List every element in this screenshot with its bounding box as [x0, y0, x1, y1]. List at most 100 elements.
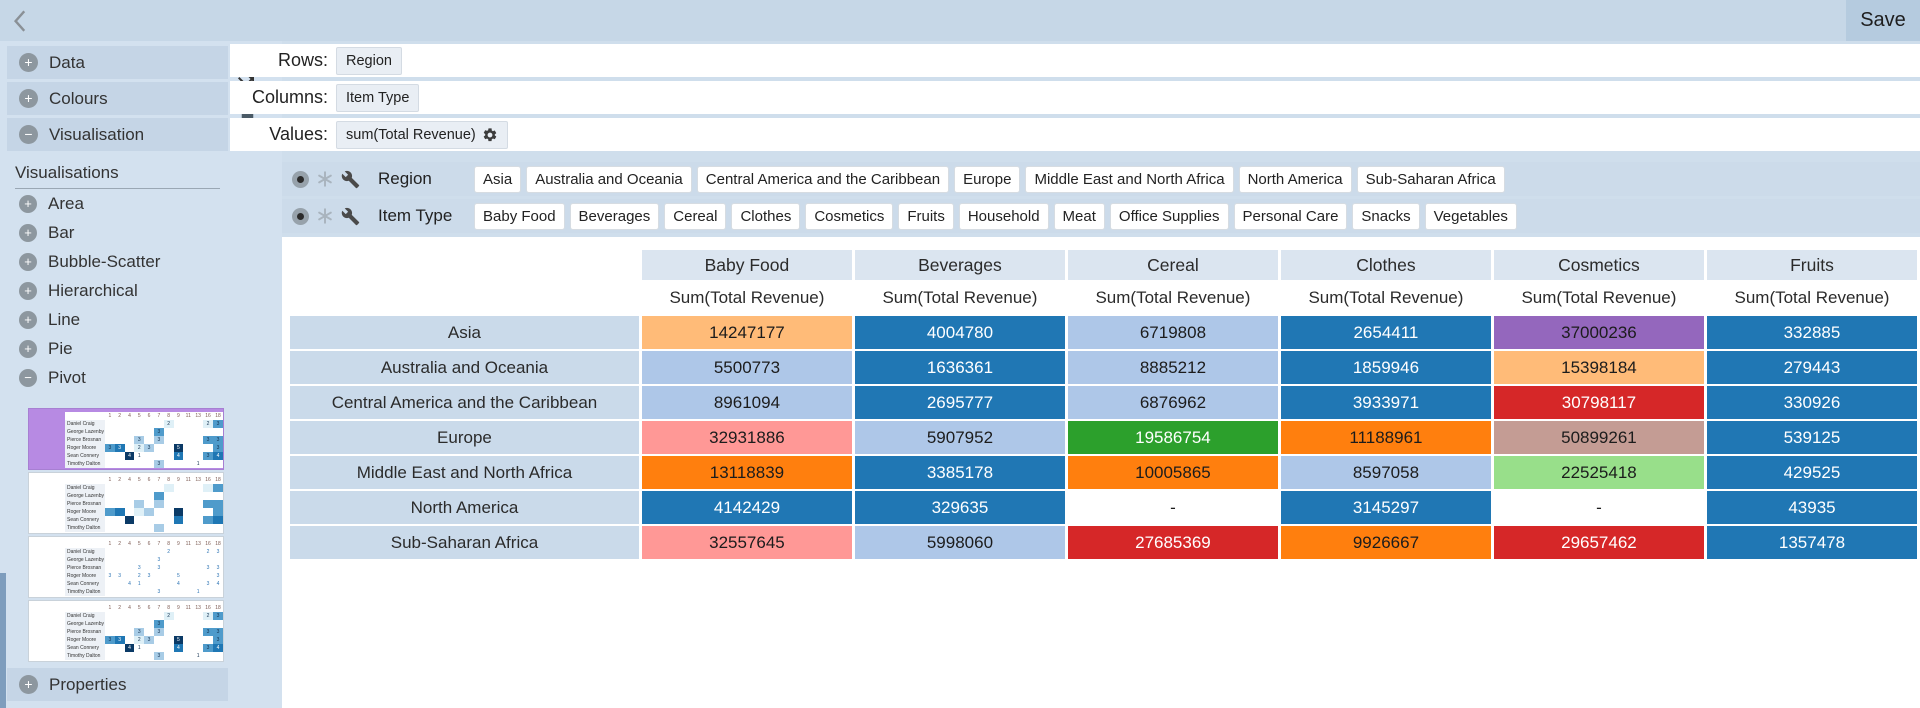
asterisk-icon[interactable] [316, 207, 334, 225]
asterisk-icon[interactable] [316, 170, 334, 188]
wrench-icon[interactable] [341, 170, 360, 189]
pivot-value-cell: 22525418 [1493, 456, 1704, 489]
filter-chip-europe[interactable]: Europe [954, 165, 1021, 193]
sidebar-item-pivot[interactable]: − Pivot [7, 363, 228, 392]
save-button[interactable]: Save [1846, 0, 1920, 41]
filter-chip-office-supplies[interactable]: Office Supplies [1109, 202, 1229, 230]
filter-chip-vegetables[interactable]: Vegetables [1424, 202, 1517, 230]
values-label: Values: [269, 124, 328, 144]
filter-chip-list: Baby Food Beverages Cereal Clothes Cosmetics… [474, 202, 1517, 230]
section-label: Data [49, 52, 85, 72]
gear-icon[interactable] [482, 127, 498, 143]
filter-chip-meat[interactable]: Meat [1053, 202, 1105, 230]
pivot-value-cell: 329635 [854, 491, 1065, 524]
pivot-row-header-asia: Asia [290, 316, 639, 349]
pivot-row-header-central-america-and-the-caribbean: Central America and the Caribbean [290, 386, 639, 419]
pivot-value-cell: 13118839 [641, 456, 852, 489]
filter-chip-fruits[interactable]: Fruits [898, 202, 954, 230]
pivot-corner-cell [290, 282, 639, 314]
values-value-chip[interactable]: sum(Total Revenue) [336, 120, 508, 149]
values-field: Values: sum(Total Revenue) [230, 118, 1920, 151]
sidebar-item-area[interactable]: + Area [7, 189, 228, 218]
filter-chip-beverages[interactable]: Beverages [569, 202, 660, 230]
section-label: Colours [49, 88, 108, 108]
pivot-value-cell: 8597058 [1280, 456, 1491, 489]
pivot-value-cell: 1859946 [1280, 351, 1491, 384]
pivot-value-cell: - [1067, 491, 1278, 524]
sidebar-section-data[interactable]: + Data [7, 46, 228, 79]
filter-row-item-type: Item Type Baby Food Beverages Cereal Clothe… [282, 199, 1920, 233]
pivot-data-row: Central America and the Caribbean 8961094… [290, 386, 1917, 419]
thumbnail-preview-table: 1 2 4 5 6 7 8 9 11 13 16 18 Daniel Craig 2 2 3 George La… [65, 604, 223, 660]
wrench-icon[interactable] [341, 207, 360, 226]
sidebar-section-properties[interactable]: + Properties [7, 668, 228, 701]
pivot-value-cell: 6876962 [1067, 386, 1278, 419]
sidebar-scrollbar[interactable] [0, 573, 6, 708]
expand-icon: + [19, 223, 37, 242]
pivot-thumbnail-1[interactable]: 1 2 4 5 6 7 8 9 11 13 16 18 Daniel Craig 2 2 3 George La… [28, 408, 224, 470]
section-label: Visualisation [49, 124, 145, 144]
thumbnail-preview-table: 1 2 4 5 6 7 8 9 11 13 16 18 Daniel Craig 2 2 3 George La… [65, 412, 223, 468]
sidebar-item-hierarchical[interactable]: + Hierarchical [7, 276, 228, 305]
pivot-value-cell: 37000236 [1493, 316, 1704, 349]
thumbnail-preview-table: 1 2 4 5 6 7 8 9 11 13 16 18 Daniel Craig 2 2 3 George La… [65, 540, 223, 596]
filter-chip-north-america[interactable]: North America [1238, 165, 1352, 193]
pivot-row-header-europe: Europe [290, 421, 639, 454]
columns-field: Columns: Item Type [230, 81, 1920, 114]
visibility-toggle-icon[interactable] [292, 207, 309, 225]
pivot-value-cell: 3385178 [854, 456, 1065, 489]
sidebar-item-line[interactable]: + Line [7, 305, 228, 334]
pivot-thumbnail-2[interactable]: 1 2 4 5 6 7 8 9 11 13 16 18 Daniel Craig George Lazen… [28, 472, 224, 534]
filter-chip-baby-food[interactable]: Baby Food [474, 202, 565, 230]
pivot-value-cell: 43935 [1706, 491, 1917, 524]
pivot-column-header-cereal: Cereal [1067, 250, 1278, 280]
filter-chip-asia[interactable]: Asia [474, 165, 522, 193]
sidebar-section-visualisation[interactable]: − Visualisation [7, 118, 228, 151]
pivot-value-cell: 30798117 [1493, 386, 1704, 419]
filter-chip-cosmetics[interactable]: Cosmetics [805, 202, 894, 230]
sidebar-section-colours[interactable]: + Colours [7, 82, 228, 115]
values-value-text: sum(Total Revenue) [346, 126, 476, 143]
pivot-measure-header: Sum(Total Revenue) [1280, 282, 1491, 314]
pivot-table: Baby Food Beverages Cereal Clothes Cosmetics… [287, 248, 1920, 561]
filter-chip-cereal[interactable]: Cereal [664, 202, 727, 230]
rows-field: Rows: Region [230, 44, 1920, 77]
pivot-data-row: Asia 14247177 4004780 6719808 2654411 3700023… [290, 316, 1917, 349]
pivot-value-cell: 332885 [1706, 316, 1917, 349]
columns-value-chip[interactable]: Item Type [336, 83, 420, 112]
pivot-value-cell: 4004780 [854, 316, 1065, 349]
pivot-value-cell: 5907952 [854, 421, 1065, 454]
pivot-row-header-middle-east-and-north-africa: Middle East and North Africa [290, 456, 639, 489]
pivot-value-cell: 3145297 [1280, 491, 1491, 524]
filter-chip-personal-care[interactable]: Personal Care [1233, 202, 1348, 230]
filter-chip-household[interactable]: Household [958, 202, 1049, 230]
pivot-column-header-baby-food: Baby Food [641, 250, 852, 280]
sidebar-item-pie[interactable]: + Pie [7, 334, 228, 363]
filter-chip-clothes[interactable]: Clothes [731, 202, 801, 230]
pivot-value-cell: 50899261 [1493, 421, 1704, 454]
chart-type-list: + Area + Bar + Bubble-Scatter + Hierarchical + Li… [7, 189, 228, 392]
pivot-table-area: Baby Food Beverages Cereal Clothes Cosmetics… [287, 248, 1920, 561]
pivot-corner-cell [290, 250, 639, 280]
filter-chip-snacks[interactable]: Snacks [1352, 202, 1420, 230]
pivot-data-row: Sub-Saharan Africa 32557645 5998060 2768536… [290, 526, 1917, 559]
sidebar-item-bar[interactable]: + Bar [7, 218, 228, 247]
pivot-measure-header: Sum(Total Revenue) [1493, 282, 1704, 314]
filter-chip-australia-and-oceania[interactable]: Australia and Oceania [526, 165, 692, 193]
pivot-thumbnail-4[interactable]: 1 2 4 5 6 7 8 9 11 13 16 18 Daniel Craig 2 2 3 George La… [28, 600, 224, 662]
filter-label: Region [378, 169, 432, 188]
expand-icon: + [19, 89, 38, 108]
expand-icon: − [19, 368, 37, 387]
pivot-value-cell: 5998060 [854, 526, 1065, 559]
pivot-value-cell: 32931886 [641, 421, 852, 454]
visibility-toggle-icon[interactable] [292, 170, 309, 188]
filter-chip-middle-east-and-north-africa[interactable]: Middle East and North Africa [1025, 165, 1234, 193]
rows-value-chip[interactable]: Region [336, 46, 402, 75]
filter-chip-central-america-and-the-caribbean[interactable]: Central America and the Caribbean [696, 165, 950, 193]
pivot-row-header-sub-saharan-africa: Sub-Saharan Africa [290, 526, 639, 559]
pivot-thumbnail-3[interactable]: 1 2 4 5 6 7 8 9 11 13 16 18 Daniel Craig 2 2 3 George La… [28, 536, 224, 598]
sidebar-item-bubble-scatter[interactable]: + Bubble-Scatter [7, 247, 228, 276]
filter-chip-sub-saharan-africa[interactable]: Sub-Saharan Africa [1356, 165, 1505, 193]
back-icon[interactable] [8, 7, 34, 33]
